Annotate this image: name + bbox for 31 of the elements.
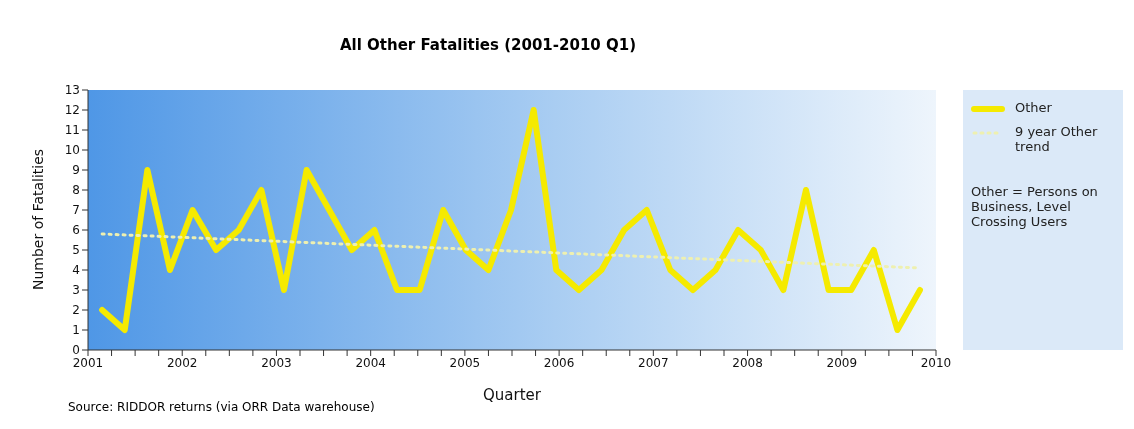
y-tick-label: 4 [72,263,80,278]
x-tick-label: 2006 [543,355,575,370]
y-tick-label: 2 [72,303,80,318]
x-tick-label: 2003 [261,355,292,370]
text: Other = Persons on Business, Level Crossing Users [971,184,1099,229]
y-tick-label: 8 [72,183,80,198]
x-tick-label: 2010 [920,355,952,370]
chart-title: All Other Fatalities (2001-2010 Q1) [338,36,638,54]
y-tick-label: 0 [72,343,80,358]
y-tick-label: 10 [64,143,80,158]
y-tick-label: 6 [72,223,80,238]
legend-label: Other [1015,100,1053,115]
x-tick-label: 2008 [732,355,763,370]
y-tick-label: 1 [72,323,80,338]
legend-label: 9 year Other trend [1015,124,1099,154]
x-tick-label: 2001 [72,355,104,370]
source-note: Source: RIDDOR returns (via ORR Data warehouse) [68,400,375,414]
y-tick-label: 7 [72,203,80,218]
y-tick-label: 13 [64,83,80,98]
y-tick-label: 3 [72,283,80,298]
x-tick-label: 2002 [166,355,198,370]
x-tick-label: 2004 [355,355,386,370]
y-axis-title: Number of Fatalities [29,148,46,290]
x-axis-title: Quarter [483,386,542,404]
x-tick-label: 2009 [826,355,858,370]
y-tick-label: 9 [72,163,80,178]
y-tick-label: 5 [72,243,80,258]
x-tick-label: 2007 [638,355,669,370]
x-tick-label: 2005 [449,355,481,370]
y-tick-label: 11 [64,123,80,138]
y-tick-label: 12 [64,103,80,118]
